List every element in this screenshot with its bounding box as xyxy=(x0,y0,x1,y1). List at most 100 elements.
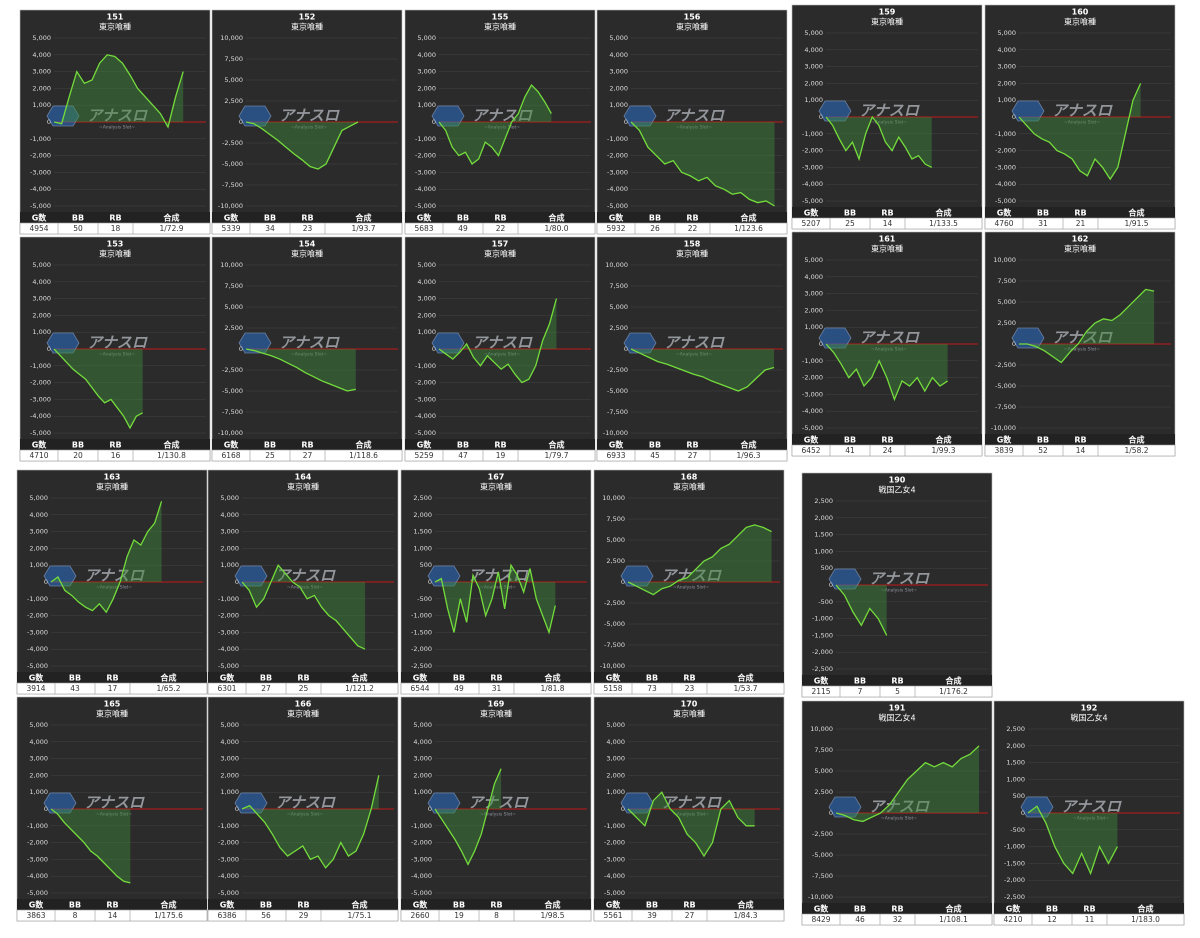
table-cell: 6544 xyxy=(410,684,429,693)
table-header: RB xyxy=(490,674,502,683)
table-header: RB xyxy=(1074,436,1086,445)
watermark-tagline: ~Analysis Slot~ xyxy=(676,125,712,131)
y-tick-label: 0 xyxy=(621,805,625,813)
chart-title: 153 xyxy=(107,240,124,249)
chart-subtitle: 東京喰種 xyxy=(96,709,128,719)
y-tick-label: 1,000 xyxy=(417,328,436,336)
table-cell: 41 xyxy=(845,446,855,455)
table-header-bg xyxy=(20,439,210,450)
line-area xyxy=(1028,806,1118,874)
table-cell: 21 xyxy=(1076,219,1086,228)
watermark: アナスロ~Analysis Slot~ xyxy=(46,332,148,358)
y-tick-label: -1,000 xyxy=(415,135,436,143)
y-tick-label: 1,000 xyxy=(413,544,432,552)
watermark-text: アナスロ xyxy=(472,107,533,125)
y-tick-label: -3,000 xyxy=(218,855,239,863)
table-header: 合成 xyxy=(544,900,561,910)
watermark: アナスロ~Analysis Slot~ xyxy=(431,105,533,131)
table-cell: 24 xyxy=(883,446,893,455)
data-line xyxy=(53,54,184,129)
watermark-tagline: ~Analysis Slot~ xyxy=(676,352,712,358)
y-tick-label: 0 xyxy=(428,805,432,813)
table-header: G数 xyxy=(417,440,433,450)
data-line xyxy=(241,775,380,869)
table-cell: 23 xyxy=(303,224,313,233)
y-tick-label: 2,500 xyxy=(1006,725,1025,733)
watermark-text: アナスロ xyxy=(468,794,529,812)
table-header: BB xyxy=(844,436,856,445)
y-tick-label: 7,500 xyxy=(814,746,833,754)
chart-subtitle: 東京喰種 xyxy=(96,482,128,492)
table-header-bg xyxy=(985,434,1175,445)
y-tick-label: 2,500 xyxy=(413,494,432,502)
table-cell: 23 xyxy=(685,684,695,693)
y-tick-label: 5,000 xyxy=(224,76,243,84)
y-tick-label: -10,000 xyxy=(991,424,1016,432)
y-tick-label: -2,000 xyxy=(607,152,628,160)
table-header: 合成 xyxy=(935,208,952,218)
y-tick-label: 2,000 xyxy=(32,311,51,319)
y-tick-label: 10,000 xyxy=(602,494,625,502)
y-tick-label: -5,000 xyxy=(995,382,1016,390)
y-tick-label: 2,500 xyxy=(609,324,628,332)
table-header-bg xyxy=(985,207,1175,218)
watermark-logo xyxy=(623,332,657,354)
y-tick-label: 5,000 xyxy=(417,34,436,42)
y-tick-label: -4,000 xyxy=(607,185,628,193)
table-cell: 31 xyxy=(1038,219,1048,228)
y-tick-label: -2,000 xyxy=(1004,876,1025,884)
table-header: G数 xyxy=(804,208,820,218)
y-tick-label: 5,000 xyxy=(609,34,628,42)
table-cell: 4954 xyxy=(29,224,48,233)
watermark: アナスロ~Analysis Slot~ xyxy=(43,792,145,818)
chart-subtitle: 東京喰種 xyxy=(291,249,323,259)
y-tick-label: 0 xyxy=(819,340,823,348)
table-cell: 1/58.2 xyxy=(1125,446,1149,455)
table-cell: 5207 xyxy=(801,219,820,228)
table-row-bg xyxy=(984,217,1176,230)
table-header: RB xyxy=(683,674,695,683)
watermark: アナスロ~Analysis Slot~ xyxy=(46,105,148,131)
chart-title: 191 xyxy=(889,704,906,713)
watermark: アナスロ~Analysis Slot~ xyxy=(431,332,533,358)
y-tick-label: -1,000 xyxy=(218,822,239,830)
y-tick-label: 5,000 xyxy=(609,303,628,311)
y-tick-label: -1,000 xyxy=(607,135,628,143)
y-tick-label: 3,000 xyxy=(32,68,51,76)
y-tick-label: 2,000 xyxy=(997,79,1016,87)
y-tick-label: -3,000 xyxy=(604,855,625,863)
y-tick-label: -2,000 xyxy=(802,374,823,382)
y-tick-label: -2,500 xyxy=(1004,893,1025,901)
y-tick-label: 4,000 xyxy=(804,273,823,281)
chart-title: 151 xyxy=(107,13,124,22)
y-tick-label: -2,000 xyxy=(415,379,436,387)
table-header: RB xyxy=(106,901,118,910)
y-tick-label: -1,000 xyxy=(415,362,436,370)
chart-subtitle: 東京喰種 xyxy=(99,249,131,259)
y-tick-label: 2,000 xyxy=(220,544,239,552)
y-tick-label: 1,000 xyxy=(606,788,625,796)
watermark-text: アナスロ xyxy=(1061,798,1122,816)
table-header-bg xyxy=(597,439,787,450)
table-cell: 1/130.8 xyxy=(157,451,186,460)
table-cell: 14 xyxy=(1076,446,1086,455)
line-area xyxy=(51,501,162,613)
table-cell: 1/98.5 xyxy=(541,911,565,920)
y-tick-label: 2,000 xyxy=(609,84,628,92)
watermark-text: アナスロ xyxy=(279,107,340,125)
y-tick-label: -2,500 xyxy=(995,361,1016,369)
y-tick-label: 500 xyxy=(420,561,432,569)
watermark-logo xyxy=(238,332,272,354)
table-row-bg xyxy=(596,449,788,462)
table-header: RB xyxy=(297,901,309,910)
y-tick-label: 2,000 xyxy=(29,771,48,779)
watermark-tagline: ~Analysis Slot~ xyxy=(673,812,709,818)
watermark-tagline: ~Analysis Slot~ xyxy=(287,812,323,818)
table-row-bg xyxy=(211,449,403,462)
y-tick-label: -2,500 xyxy=(604,599,625,607)
table-header: BB xyxy=(453,901,465,910)
y-tick-label: 1,000 xyxy=(32,101,51,109)
watermark-logo xyxy=(818,327,852,349)
